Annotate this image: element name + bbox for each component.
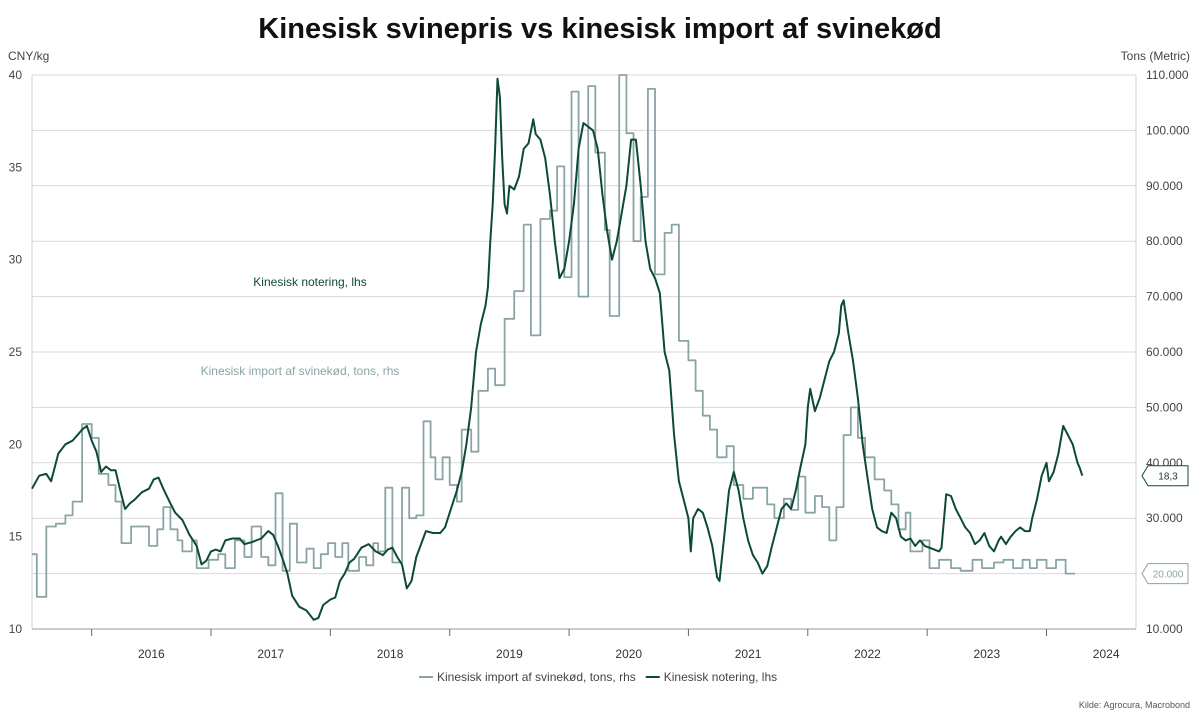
import-series-label: Kinesisk import af svinekød, tons, rhs [201, 364, 400, 378]
x-tick-label: 2017 [257, 647, 284, 661]
legend-item-import: Kinesisk import af svinekød, tons, rhs [419, 670, 636, 684]
right-tick-label: 30.000 [1146, 511, 1183, 525]
gridlines [32, 74, 1136, 630]
left-tick-label: 30 [9, 253, 23, 267]
price-series-line [31, 77, 1084, 621]
x-tick-label: 2022 [854, 647, 881, 661]
right-tick-label: 110.000 [1146, 68, 1189, 82]
left-tick-label: 20 [9, 437, 23, 451]
legend-label: Kinesisk notering, lhs [664, 670, 777, 684]
plot-area [31, 74, 1084, 621]
right-tick-label: 80.000 [1146, 234, 1183, 248]
import-end-tag: 20.000 [1141, 563, 1189, 585]
x-tick-label: 2019 [496, 647, 523, 661]
price-end-tag: 18,3 [1141, 465, 1189, 487]
legend-label: Kinesisk import af svinekød, tons, rhs [437, 670, 636, 684]
x-tick-label: 2021 [735, 647, 762, 661]
left-tick-label: 40 [9, 68, 23, 82]
x-tick-label: 2020 [615, 647, 642, 661]
x-tick-label: 2023 [973, 647, 1000, 661]
source-note: Kilde: Agrocura, Macrobond [1079, 700, 1190, 710]
x-tick-label: 2016 [138, 647, 165, 661]
right-tick-label: 90.000 [1146, 179, 1183, 193]
legend: Kinesisk import af svinekød, tons, rhs Ki… [419, 670, 777, 684]
right-tick-label: 50.000 [1146, 400, 1183, 414]
left-axis-unit: CNY/kg [8, 49, 49, 63]
chart-title: Kinesisk svinepris vs kinesisk import af… [258, 13, 941, 45]
right-tick-label: 60.000 [1146, 345, 1183, 359]
left-tick-label: 10 [9, 622, 23, 636]
end-tag-value: 18,3 [1158, 472, 1178, 483]
end-value-tags: 20.000 18,3 [1141, 465, 1189, 585]
right-tick-label: 70.000 [1146, 290, 1183, 304]
right-tick-label: 100.000 [1146, 123, 1190, 137]
x-tick-label: 2024 [1093, 647, 1120, 661]
right-axis-unit: Tons (Metric) [1121, 49, 1190, 63]
left-tick-label: 25 [9, 345, 23, 359]
end-tag-box [1141, 465, 1189, 487]
price-series-label: Kinesisk notering, lhs [253, 275, 366, 289]
end-tag-box [1141, 563, 1189, 585]
right-tick-label: 10.000 [1146, 622, 1183, 636]
import-series-line [32, 74, 1076, 598]
left-tick-label: 15 [9, 530, 23, 544]
x-tick-label: 2018 [377, 647, 404, 661]
end-tag-value: 20.000 [1153, 570, 1184, 581]
left-tick-label: 35 [9, 160, 23, 174]
legend-item-price: Kinesisk notering, lhs [645, 670, 777, 684]
